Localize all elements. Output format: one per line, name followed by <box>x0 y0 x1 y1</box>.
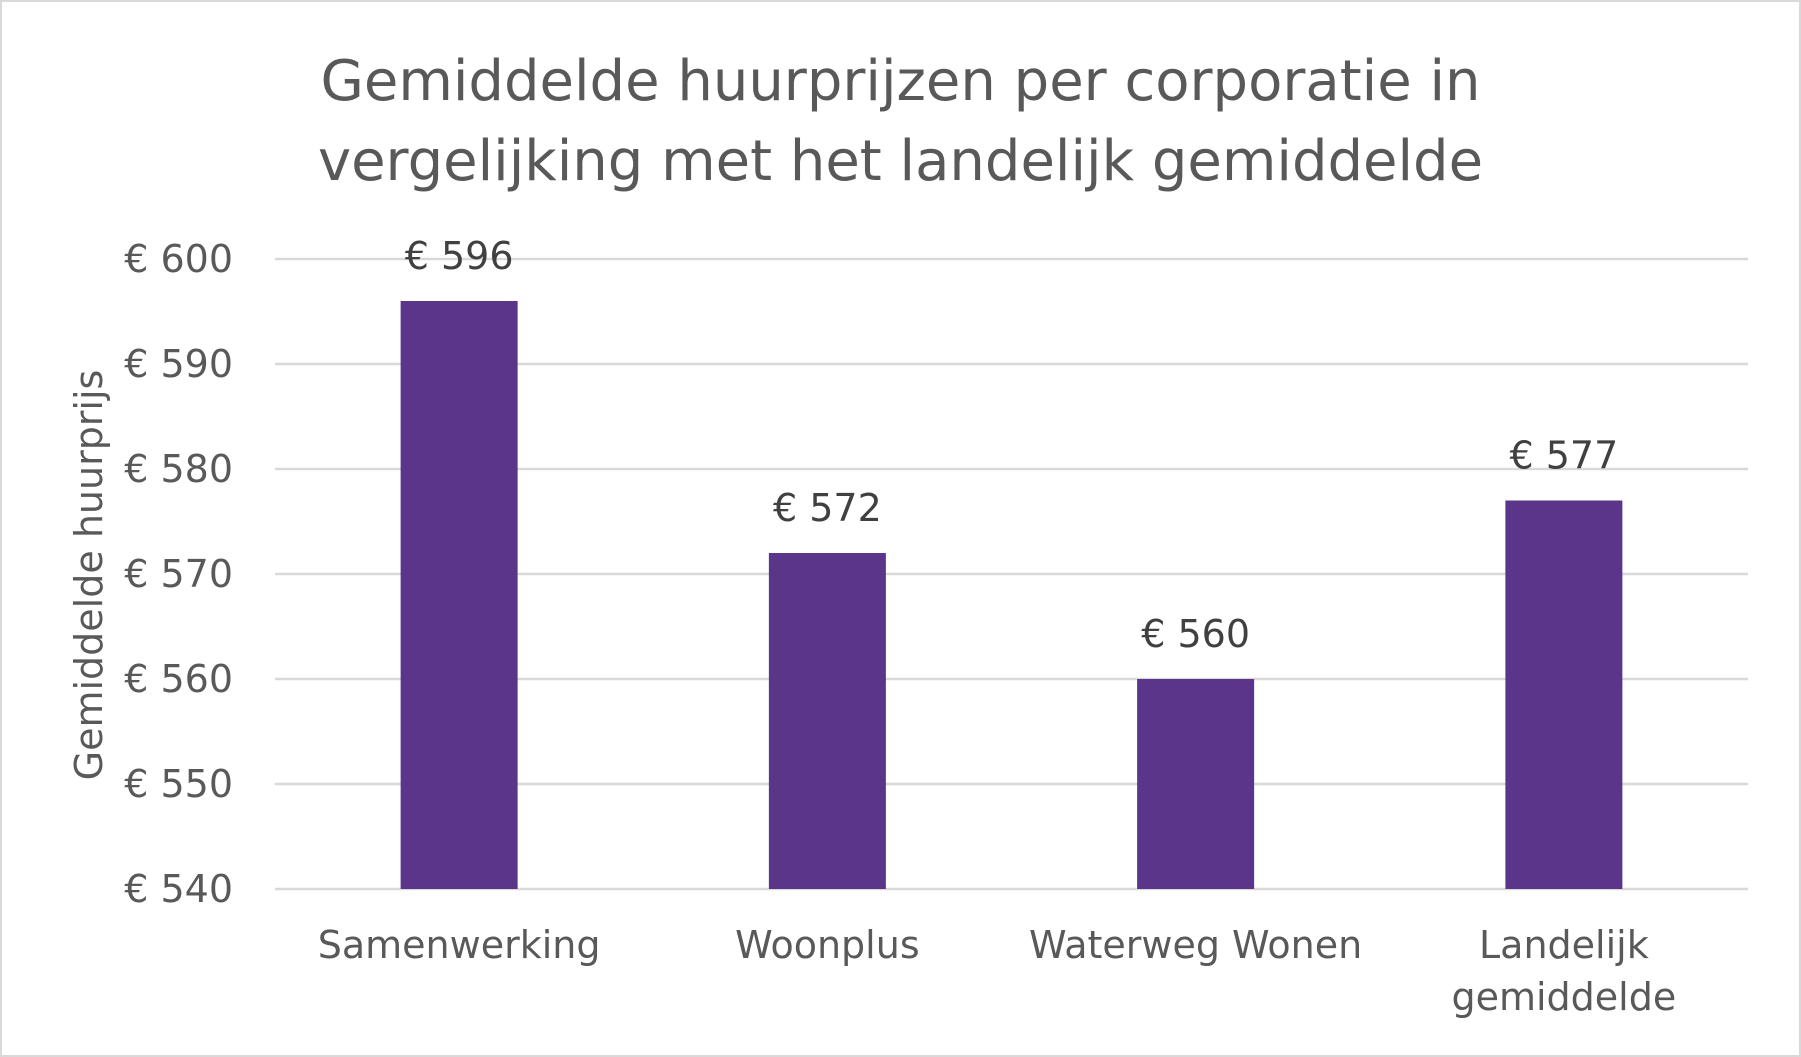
x-category-label: Landelijk <box>1479 923 1649 967</box>
data-label: € 577 <box>1509 434 1618 478</box>
x-category-label: Samenwerking <box>318 923 601 967</box>
data-label: € 596 <box>405 234 514 278</box>
y-axis-title: Gemiddelde huurprijs <box>67 370 111 781</box>
y-tick-label: € 550 <box>124 762 233 806</box>
y-tick-label: € 560 <box>124 657 233 701</box>
data-label: € 572 <box>773 486 882 530</box>
y-tick-label: € 600 <box>124 237 233 281</box>
bars <box>400 301 1623 889</box>
bar <box>400 301 518 889</box>
data-label: € 560 <box>1141 612 1250 656</box>
x-axis-categories: Samenwerking Woonplus Waterweg Wonen Landel… <box>318 923 1677 1019</box>
gridlines <box>275 257 1748 891</box>
y-axis-ticks: € 540 € 550 € 560 € 570 € 580 € 590 € 600 <box>124 237 233 911</box>
x-category-label: gemiddelde <box>1451 975 1676 1019</box>
y-tick-label: € 580 <box>124 447 233 491</box>
y-tick-label: € 590 <box>124 342 233 386</box>
bar <box>1137 679 1255 889</box>
chart-title: Gemiddelde huurprijzen per corporatie in… <box>0 42 1801 202</box>
bar <box>1505 500 1623 889</box>
bar <box>768 553 886 889</box>
y-tick-label: € 570 <box>124 552 233 596</box>
chart-title-line-2: vergelijking met het landelijk gemiddeld… <box>317 129 1484 194</box>
data-labels: € 596 € 572 € 560 € 577 <box>405 234 1619 656</box>
chart-title-line-1: Gemiddelde huurprijzen per corporatie in <box>320 49 1481 114</box>
x-category-label: Woonplus <box>735 923 920 967</box>
y-tick-label: € 540 <box>124 867 233 911</box>
x-category-label: Waterweg Wonen <box>1029 923 1362 967</box>
